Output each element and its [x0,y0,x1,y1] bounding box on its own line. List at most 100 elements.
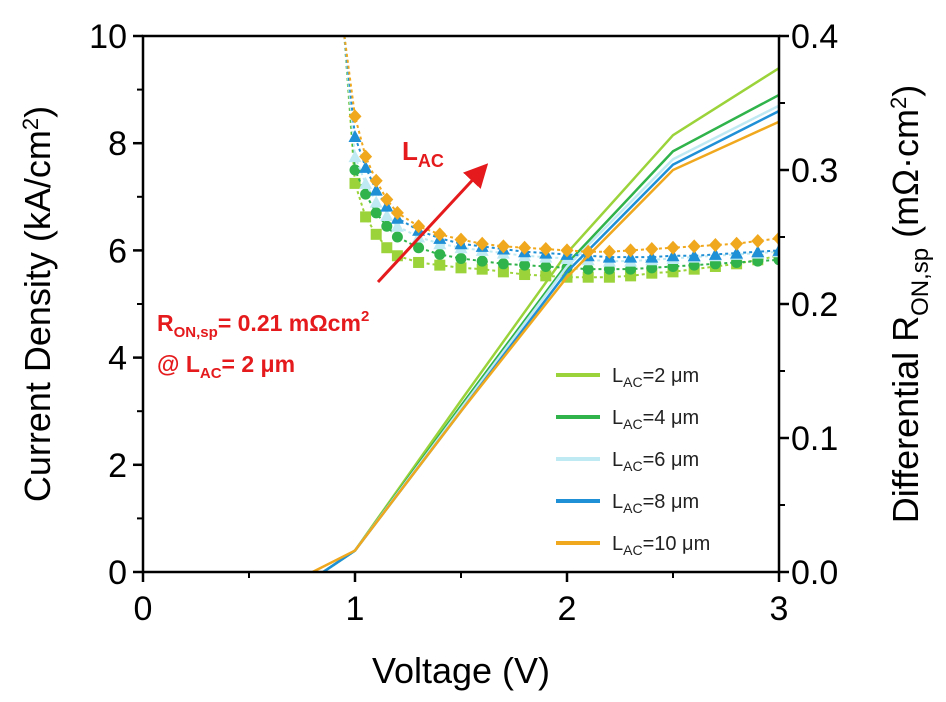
ron-data-point [412,219,426,234]
ron-data-point [540,270,552,282]
ron-data-point [391,231,403,243]
ron-data-point [772,243,779,256]
ron-annotation-line2: @ LAC= 2 μm [157,351,295,382]
ron-data-point [625,270,637,282]
ron-data-point [381,242,393,254]
ron-data-point [390,219,404,232]
ron-data-point [369,183,383,196]
ron-data-point [730,236,744,251]
ron-data-point [381,220,393,232]
y-left-tick-label: 0 [108,554,127,592]
y-left-axis: 0 2 4 6 8 10 [89,18,143,592]
ron-data-point [496,239,510,254]
ron-data-point [539,242,553,257]
ron-data-point [687,249,701,262]
x-tick-label: 3 [770,590,789,628]
ron-data-point [666,240,680,255]
ron-data-point [454,232,468,247]
series-3 [322,36,779,572]
ron-data-point [772,231,779,246]
ron-data-point [391,250,403,262]
ron-data-point [751,234,765,249]
iv-curve-line [322,67,779,572]
ron-data-point [708,238,722,253]
arrow-label: LAC [402,136,444,171]
legend-entry: LAC=10 μm [612,533,710,558]
ron-data-point [581,244,595,259]
plot-area [312,36,779,572]
x-axis: 0 1 2 3 [134,572,789,628]
ron-curve-line [343,36,779,271]
x-tick-label: 2 [558,590,577,628]
ron-data-point [624,243,638,258]
ron-data-point [603,271,615,283]
y-left-tick-label: 6 [108,232,127,270]
ron-data-point [455,262,467,274]
legend: LAC=2 μm LAC=4 μm LAC=6 μm LAC=8 μm LAC=10 μ… [556,365,710,558]
ron-data-point [540,260,552,272]
ron-data-point [349,164,361,176]
ron-data-point [434,248,446,260]
ron-data-point [519,259,531,271]
ron-data-point [360,211,372,223]
ron-data-point [497,258,509,270]
lac-trend-arrow [376,163,489,284]
series-0 [322,36,779,572]
ron-data-point [582,263,594,275]
ron-data-point [434,259,446,271]
y-right-axis: 0.0 0.1 0.2 0.3 0.4 [779,18,838,592]
ron-data-point [497,266,509,278]
y-right-tick-label: 0.1 [791,420,838,458]
ron-data-point [380,192,394,207]
ron-data-point [476,255,488,267]
ron-data-point [413,242,425,254]
y-right-tick-label: 0.2 [791,286,838,324]
ron-data-point [645,250,659,263]
y-left-axis-title: Current Density (kA/cm2) [17,106,58,502]
ron-data-point [359,160,373,173]
iv-curve-line [312,120,779,572]
x-tick-label: 1 [346,590,365,628]
ron-data-point [519,269,531,281]
y-left-tick-label: 2 [108,447,127,485]
ron-data-point [348,109,362,124]
y-left-tick-label: 8 [108,125,127,163]
ron-data-point [369,173,383,188]
series-2 [322,36,779,572]
ron-data-point [359,149,373,164]
y-right-tick-label: 0.3 [791,152,838,190]
ron-data-point [359,176,373,189]
ron-data-point [708,247,722,260]
ron-data-point [413,256,425,268]
ron-data-point [370,207,382,219]
y-right-tick-label: 0.0 [791,554,838,592]
ron-data-point [360,188,372,200]
legend-entry: LAC=2 μm [612,365,699,390]
ron-data-point [730,246,744,259]
y-right-axis-title: Differential RON,sp (mΩ·cm2) [885,85,934,524]
ron-data-point [602,244,616,259]
ron-data-point [666,249,680,262]
ron-data-point [348,130,362,142]
ron-data-point [370,228,382,240]
ron-data-point [369,195,383,208]
ron-data-point [349,177,361,189]
ron-data-point [475,236,489,251]
x-axis-title: Voltage (V) [372,650,550,691]
ron-data-point [645,242,659,257]
y-right-tick-label: 0.4 [791,18,838,56]
ron-data-point [380,209,394,222]
ron-data-point [687,239,701,254]
ron-annotation-line1: RON,sp= 0.21 mΩcm2 [157,308,369,341]
ron-data-point [433,227,447,242]
legend-entry: LAC=6 μm [612,449,699,474]
ron-data-point [518,240,532,255]
ron-data-point [476,263,488,275]
series-1 [322,36,779,572]
ron-data-point [582,271,594,283]
ron-data-point [348,150,362,163]
y-left-tick-label: 4 [108,340,127,378]
ron-data-point [455,252,467,264]
y-left-tick-label: 10 [89,18,127,56]
